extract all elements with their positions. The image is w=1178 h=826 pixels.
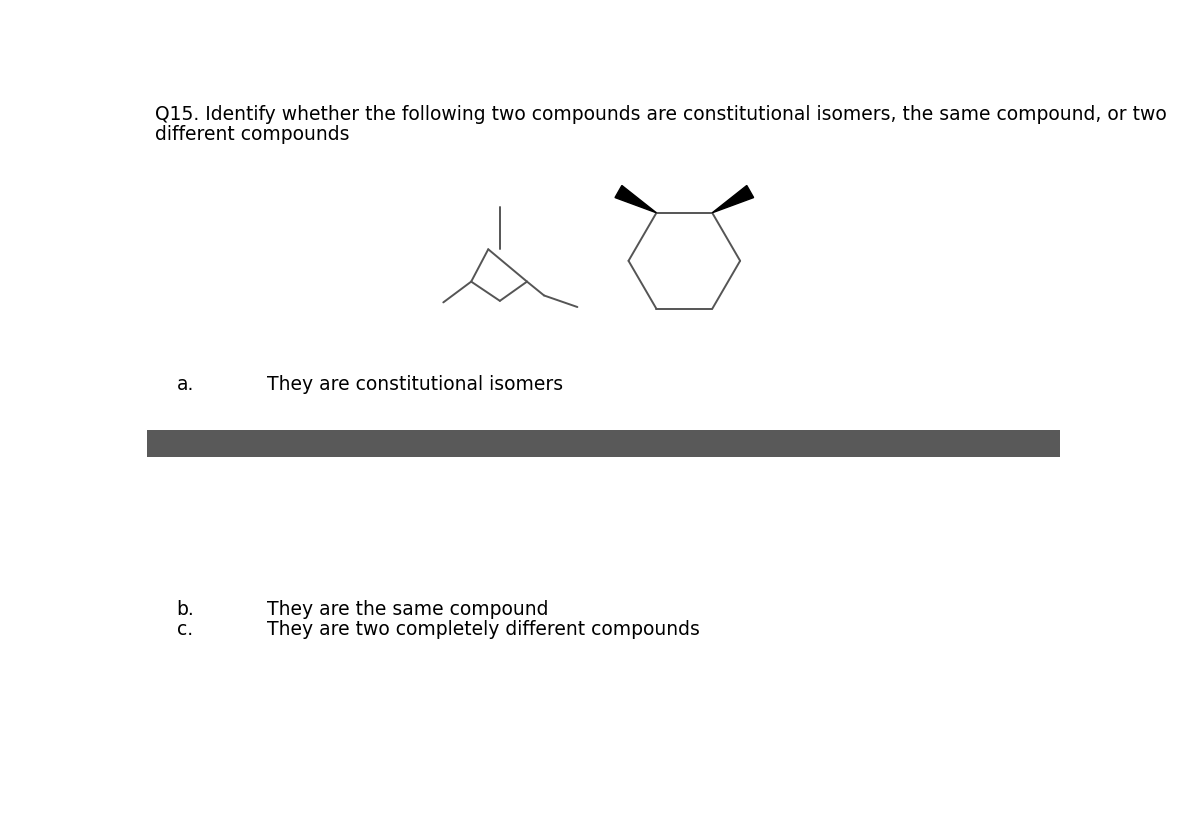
Text: different compounds: different compounds — [155, 126, 350, 145]
Text: They are two completely different compounds: They are two completely different compou… — [267, 620, 700, 638]
Polygon shape — [615, 186, 656, 213]
Bar — [147, 430, 1060, 457]
Text: b.: b. — [177, 600, 194, 619]
Text: Q15. Identify whether the following two compounds are constitutional isomers, th: Q15. Identify whether the following two … — [155, 105, 1166, 124]
Text: c.: c. — [177, 620, 193, 638]
Text: They are the same compound: They are the same compound — [267, 600, 549, 619]
Text: a.: a. — [177, 375, 194, 394]
Polygon shape — [713, 186, 754, 213]
Text: They are constitutional isomers: They are constitutional isomers — [267, 375, 563, 394]
